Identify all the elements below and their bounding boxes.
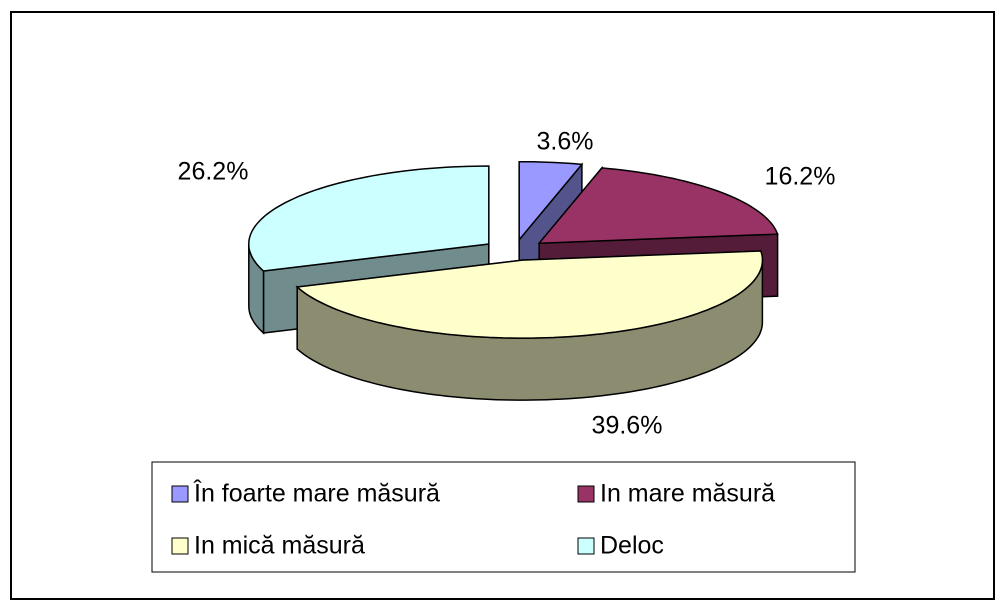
legend-swatch — [577, 485, 595, 503]
data-label: 3.6% — [537, 128, 594, 156]
legend-box — [151, 461, 856, 573]
legend-swatch — [171, 537, 189, 555]
data-label: 39.6% — [592, 412, 663, 440]
legend-swatch — [577, 537, 595, 555]
data-label: 26.2% — [178, 158, 249, 186]
legend-label: In mică măsură — [194, 532, 365, 560]
slice — [248, 165, 490, 272]
legend-label: Deloc — [600, 532, 664, 560]
data-label: 16.2% — [765, 163, 836, 191]
slice — [537, 167, 779, 245]
slice — [295, 250, 764, 339]
legend-label: In mare măsură — [600, 480, 775, 508]
slice — [518, 160, 584, 242]
legend-swatch — [171, 485, 189, 503]
legend-label: În foarte mare măsură — [193, 479, 440, 508]
